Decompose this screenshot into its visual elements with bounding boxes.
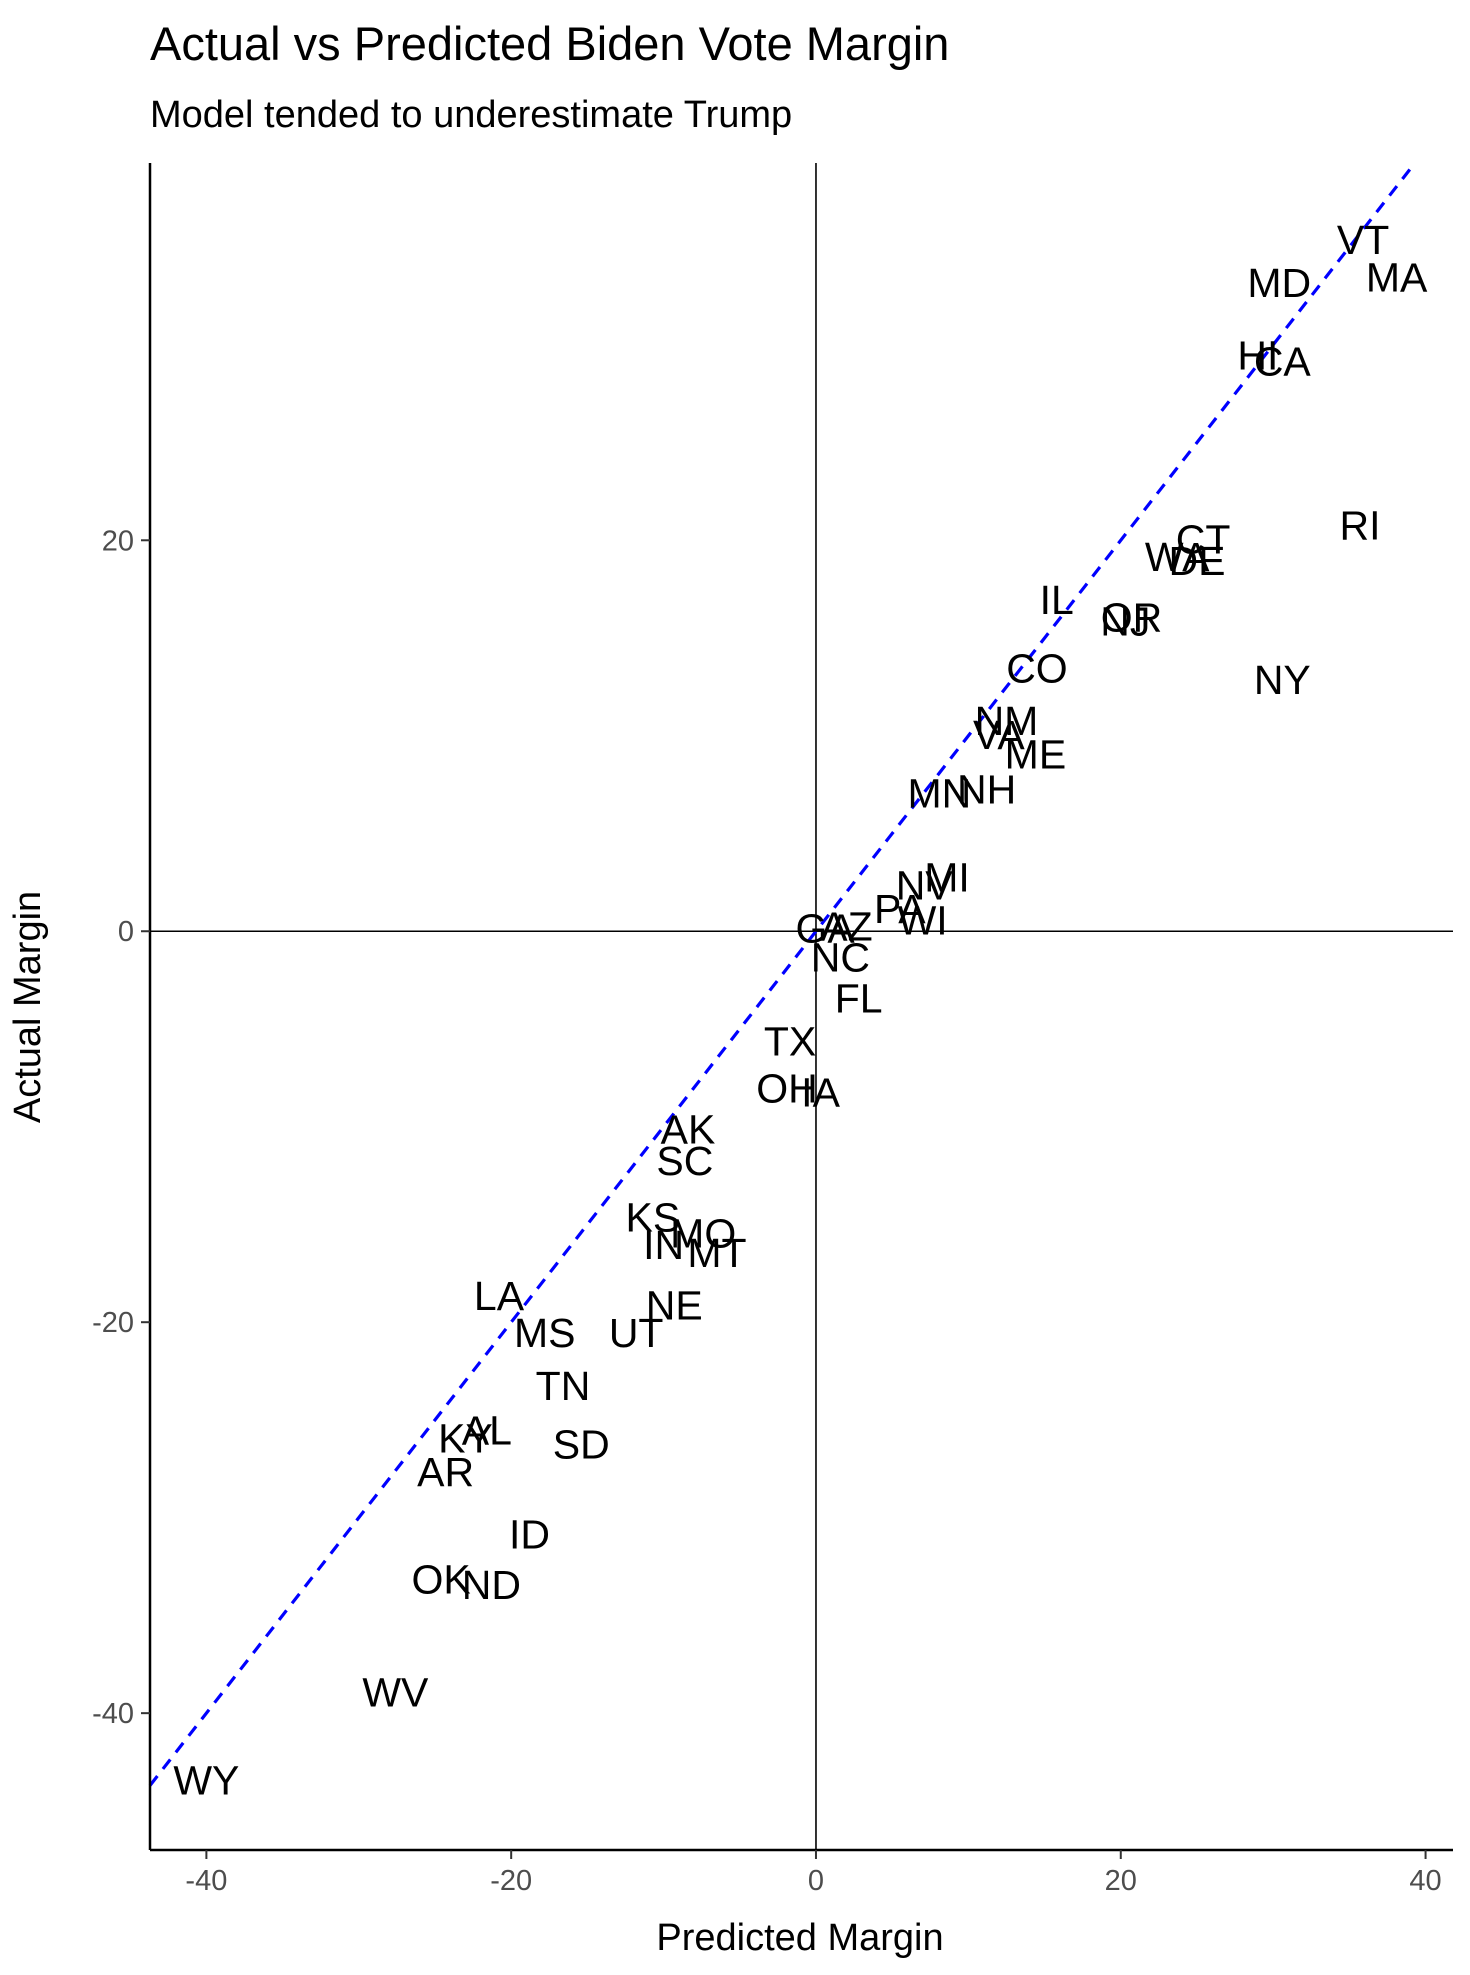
point-label-nm: NM: [975, 698, 1039, 744]
y-tick-label: -20: [92, 1307, 134, 1339]
point-label-oh: OH: [756, 1066, 818, 1112]
point-label-fl: FL: [835, 976, 883, 1022]
point-label-al: AL: [462, 1408, 512, 1454]
point-label-sc: SC: [656, 1138, 713, 1184]
point-label-sd: SD: [553, 1421, 610, 1467]
point-label-pa: PA: [874, 886, 926, 932]
chart-subtitle: Model tended to underestimate Trump: [150, 94, 792, 136]
point-label-mo: MO: [670, 1210, 736, 1256]
point-label-ok: OK: [411, 1556, 470, 1602]
point-label-ne: NE: [646, 1283, 703, 1329]
point-label-nv: NV: [896, 862, 954, 908]
point-label-nd: ND: [462, 1562, 521, 1608]
point-label-md: MD: [1247, 260, 1311, 306]
point-label-ct: CT: [1176, 516, 1231, 562]
point-label-ut: UT: [609, 1310, 664, 1356]
point-label-in: IN: [643, 1222, 684, 1268]
point-label-az: AZ: [820, 903, 872, 949]
point-label-mt: MT: [687, 1230, 746, 1276]
x-axis-ticks: -40 -20 0 20 40: [185, 1850, 1442, 1897]
point-label-ks: KS: [626, 1195, 681, 1241]
reference-lines: [150, 163, 1453, 1850]
point-label-nh: NH: [957, 767, 1016, 813]
chart-title: Actual vs Predicted Biden Vote Margin: [150, 17, 949, 70]
y-axis-title: Actual Margin: [7, 891, 49, 1123]
point-label-mi: MI: [924, 855, 970, 901]
y-tick-label: 20: [102, 525, 134, 557]
identity-line-group: [148, 162, 1417, 1787]
point-label-il: IL: [1040, 577, 1074, 623]
x-tick-label: -20: [490, 1865, 532, 1897]
point-label-wy: WY: [173, 1758, 239, 1804]
y-tick-label: -40: [92, 1698, 134, 1730]
point-label-co: CO: [1006, 645, 1068, 691]
point-label-ca: CA: [1254, 338, 1312, 384]
point-label-wv: WV: [362, 1670, 429, 1716]
point-label-vt: VT: [1337, 217, 1389, 263]
point-label-ar: AR: [417, 1449, 474, 1495]
point-label-nc: NC: [811, 935, 870, 981]
identity-line: [148, 162, 1417, 1787]
y-axis-ticks: -40 -20 0 20: [92, 525, 150, 1730]
point-label-nj: NJ: [1100, 598, 1150, 644]
point-label-hi: HI: [1237, 333, 1278, 379]
point-label-or: OR: [1101, 595, 1163, 641]
x-tick-label: 0: [808, 1865, 824, 1897]
point-label-mn: MN: [908, 770, 972, 816]
point-label-wi: WI: [898, 898, 948, 944]
point-label-ri: RI: [1340, 503, 1381, 549]
x-tick-label: 20: [1105, 1865, 1137, 1897]
point-label-ms: MS: [514, 1310, 576, 1356]
point-label-la: LA: [474, 1273, 525, 1319]
point-label-id: ID: [509, 1511, 550, 1557]
x-tick-label: 40: [1409, 1865, 1441, 1897]
point-label-wa: WA: [1145, 534, 1210, 580]
point-label-ky: KY: [438, 1416, 493, 1462]
point-label-va: VA: [973, 712, 1025, 758]
x-tick-label: -40: [185, 1865, 227, 1897]
point-label-ny: NY: [1254, 657, 1311, 703]
point-label-ak: AK: [661, 1107, 716, 1153]
x-axis-title: Predicted Margin: [656, 1917, 943, 1959]
point-label-ga: GA: [795, 905, 855, 951]
point-label-ia: IA: [801, 1070, 840, 1116]
y-tick-label: 0: [118, 916, 134, 948]
point-label-ma: MA: [1366, 254, 1428, 300]
axes: -40 -20 0 20 40 -40 -20 0 20: [92, 163, 1453, 1897]
point-label-tn: TN: [536, 1363, 591, 1409]
point-label-tx: TX: [764, 1019, 816, 1065]
point-label-de: DE: [1168, 538, 1225, 584]
point-label-me: ME: [1005, 731, 1067, 777]
